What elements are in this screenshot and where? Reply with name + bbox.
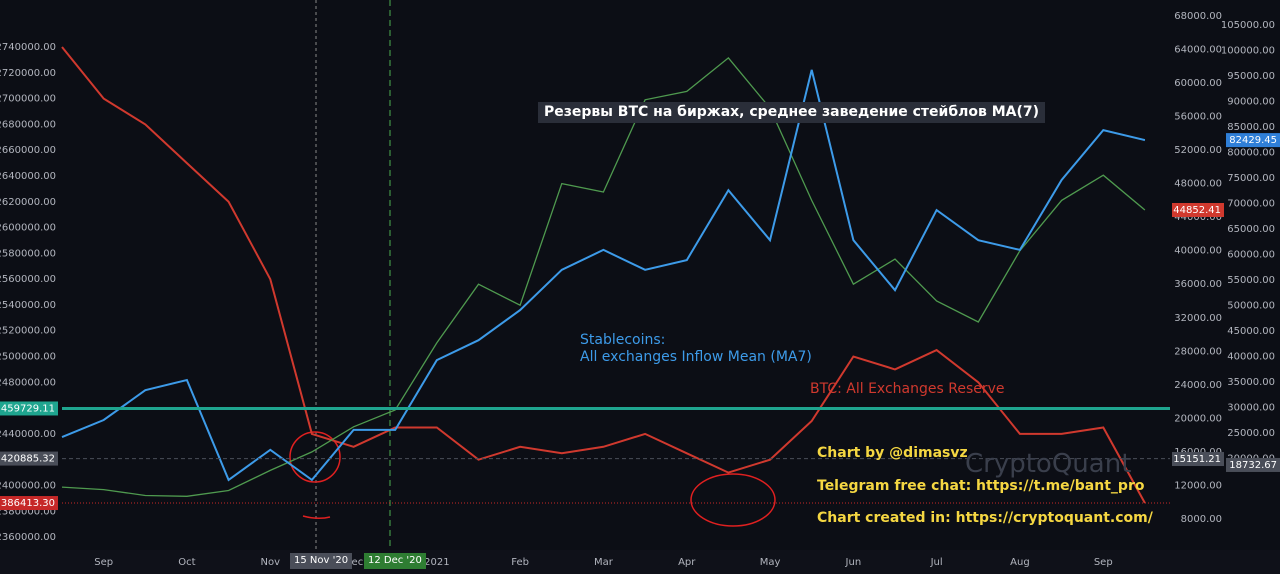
y-tick-label: 2680000.00 (0, 119, 56, 130)
y-tick-label: 80000.00 (1227, 147, 1275, 158)
value-label: 2386413.30 (0, 498, 55, 509)
y-tick-label: 60000.00 (1227, 249, 1275, 260)
x-tick-label: Jun (845, 557, 862, 568)
x-tick-label: Jul (930, 557, 943, 568)
series-line (61, 46, 1146, 504)
y-tick-label: 52000.00 (1174, 145, 1222, 156)
y-tick-label: 90000.00 (1227, 96, 1275, 107)
y-tick-label: 2440000.00 (0, 429, 56, 440)
y-tick-label: 12000.00 (1174, 480, 1222, 491)
y-tick-label: 60000.00 (1174, 78, 1222, 89)
underline-mark (302, 515, 331, 520)
credit: Telegram free chat: https://t.me/bant_pr… (817, 478, 1145, 494)
value-label-box (0, 451, 58, 466)
y-tick-label: 2380000.00 (0, 506, 56, 517)
x-tick-label: Dec (344, 557, 363, 568)
time-axis (0, 550, 1280, 574)
series-label: BTC: All Exchanges Reserve (810, 381, 1005, 397)
value-label: 82429.45 (1229, 135, 1277, 146)
value-label-box (0, 401, 58, 416)
y-tick-label: 2660000.00 (0, 145, 56, 156)
highlight-circle (289, 431, 341, 483)
value-label: 18732.67 (1229, 460, 1277, 471)
y-tick-label: 65000.00 (1227, 224, 1275, 235)
y-tick-label: 2740000.00 (0, 42, 56, 53)
y-tick-label: 2520000.00 (0, 326, 56, 337)
y-tick-label: 2620000.00 (0, 197, 56, 208)
x-tick-label: Sep (1094, 557, 1113, 568)
series-line (61, 69, 1146, 482)
x-tick-label: 2021 (424, 557, 449, 568)
y-tick-label: 2500000.00 (0, 352, 56, 363)
series-label: Stablecoins: All exchanges Inflow Mean (… (580, 332, 812, 365)
x-tick-label: Mar (594, 557, 614, 568)
value-label-box (1172, 452, 1224, 467)
y-tick-label: 2360000.00 (0, 532, 56, 543)
y-tick-label: 2700000.00 (0, 94, 56, 105)
y-tick-label: 28000.00 (1174, 346, 1222, 357)
x-tick-label: May (760, 557, 781, 568)
highlight-circle (690, 473, 776, 527)
value-label: 2420885.32 (0, 454, 55, 465)
chart-title: Резервы BTC на биржах, среднее заведение… (538, 102, 1046, 123)
y-tick-label: 100000.00 (1221, 45, 1275, 56)
y-tick-label: 64000.00 (1174, 44, 1222, 55)
credit: Chart by @dimasvz (817, 445, 968, 461)
y-tick-label: 50000.00 (1227, 300, 1275, 311)
x-tick-label: Aug (1010, 557, 1030, 568)
y-tick-label: 95000.00 (1227, 71, 1275, 82)
y-tick-label: 2540000.00 (0, 300, 56, 311)
y-tick-label: 25000.00 (1227, 428, 1275, 439)
x-tick-label: Sep (94, 557, 113, 568)
y-tick-label: 2600000.00 (0, 223, 56, 234)
marker-date: 12 Dec '20 (364, 553, 426, 569)
y-tick-label: 2720000.00 (0, 68, 56, 79)
y-tick-label: 2480000.00 (0, 377, 56, 388)
watermark: CryptoQuant (965, 449, 1132, 479)
value-label: 44852.41 (1173, 205, 1221, 216)
x-tick-label: Feb (511, 557, 529, 568)
y-tick-label: 8000.00 (1181, 514, 1222, 525)
credit: Chart created in: https://cryptoquant.co… (817, 510, 1153, 526)
y-tick-label: 24000.00 (1174, 380, 1222, 391)
value-label-box (1172, 203, 1224, 218)
y-tick-label: 40000.00 (1227, 352, 1275, 363)
y-tick-label: 68000.00 (1174, 11, 1222, 22)
y-tick-label: 55000.00 (1227, 275, 1275, 286)
crosshair-date: 15 Nov '20 (290, 553, 353, 569)
y-tick-label: 44000.00 (1174, 212, 1222, 223)
x-tick-label: Apr (678, 557, 696, 568)
y-tick-label: 45000.00 (1227, 326, 1275, 337)
value-label-box (0, 496, 58, 511)
y-tick-label: 2580000.00 (0, 248, 56, 259)
y-tick-label: 56000.00 (1174, 112, 1222, 123)
series-line (61, 56, 1146, 497)
y-tick-label: 105000.00 (1221, 20, 1275, 31)
y-tick-label: 20000.00 (1174, 413, 1222, 424)
y-tick-label: 70000.00 (1227, 198, 1275, 209)
value-label-box (1226, 133, 1280, 148)
y-tick-label: 35000.00 (1227, 377, 1275, 388)
value-label: 15151.21 (1173, 454, 1221, 465)
x-tick-label: Nov (260, 557, 280, 568)
x-tick-label: Oct (178, 557, 195, 568)
y-tick-label: 85000.00 (1227, 122, 1275, 133)
y-tick-label: 32000.00 (1174, 313, 1222, 324)
y-tick-label: 2400000.00 (0, 481, 56, 492)
y-tick-label: 48000.00 (1174, 179, 1222, 190)
value-label-box (1226, 457, 1280, 472)
y-tick-label: 40000.00 (1174, 246, 1222, 257)
y-tick-label: 30000.00 (1227, 403, 1275, 414)
value-label: 2459729.11 (0, 403, 55, 414)
y-tick-label: 75000.00 (1227, 173, 1275, 184)
y-tick-label: 2560000.00 (0, 274, 56, 285)
y-tick-label: 36000.00 (1174, 279, 1222, 290)
y-tick-label: 2640000.00 (0, 171, 56, 182)
